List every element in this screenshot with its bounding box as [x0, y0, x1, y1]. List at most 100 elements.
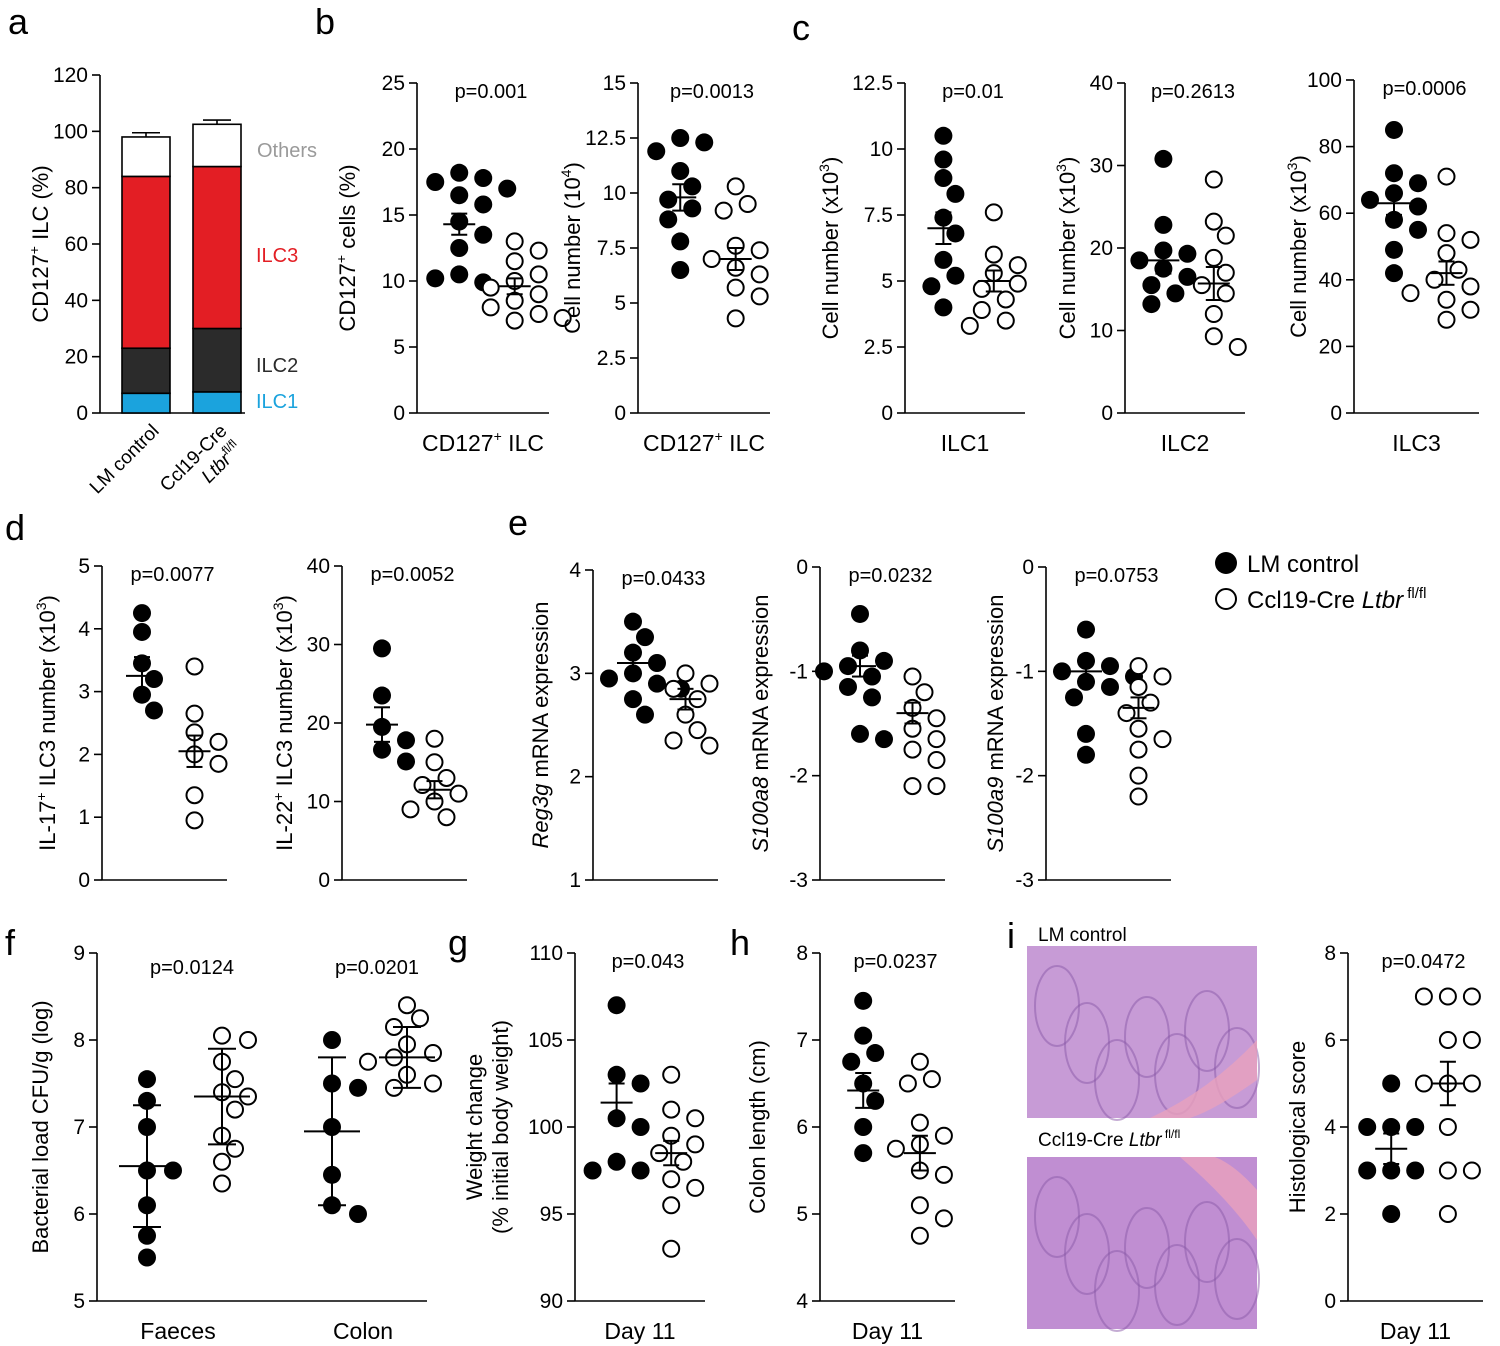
panel-f-ylabel: Bacterial load CFU/g (log) — [28, 1000, 53, 1253]
panel-e2-point-control — [851, 604, 869, 623]
panel-h: 4 5 6 7 8 Colon length (cm) Day 11 p=0.0237 — [745, 942, 955, 1344]
panel-a-bar-Others — [121, 136, 171, 178]
panel-e3-point-cko — [1153, 667, 1172, 686]
panel-c3-point-cko — [1461, 300, 1480, 319]
panel-f-point-cko — [213, 1174, 231, 1193]
panel-b-point-control — [450, 265, 469, 284]
panel-g-ylabel-2: (% initial body weight) — [488, 1020, 513, 1234]
panel-e3-point-control — [1077, 745, 1095, 764]
panel-c2-point-control — [1154, 149, 1173, 168]
panel-e2-point-cko — [927, 730, 946, 749]
panel-letter-d: d — [5, 507, 25, 548]
panel-d: 0 1 2 3 4 5 IL-17+ ILC3 number (x103) p=0.0077 — [33, 555, 228, 892]
panel-b2-point-control — [695, 133, 714, 152]
panel-g-point-cko — [686, 1109, 705, 1128]
panel-d-point-cko — [185, 786, 204, 805]
panel-letter-c: c — [792, 7, 810, 48]
legend-open-marker — [1215, 588, 1237, 610]
panel-c2-ytick-label: 20 — [1090, 237, 1113, 260]
panel-letter-a: a — [8, 1, 29, 42]
panel-e2-pvalue: p=0.0232 — [849, 565, 933, 587]
panel-i-point-control — [1358, 1161, 1377, 1180]
panel-b-ytick-label: 20 — [382, 138, 405, 161]
panel-h-point-cko — [910, 1226, 929, 1245]
panel-e-point-control — [648, 674, 666, 693]
panel-c3: 0 20 40 60 80 100 Cell number (x103) ILC3 p=0.00… — [1284, 69, 1480, 456]
panel-a-ytick-label: 120 — [53, 64, 88, 87]
panel-h-point-cko — [922, 1070, 941, 1089]
panel-a-bar-ILC2 — [192, 327, 242, 393]
panel-b-point-cko — [481, 278, 500, 297]
panel-a-label-ilc1: ILC1 — [256, 391, 298, 413]
panel-b-point-control — [450, 163, 469, 182]
panel-i-point-cko — [1414, 1074, 1433, 1093]
panel-i-point-control — [1382, 1118, 1401, 1136]
panel-g-pvalue: p=0.043 — [612, 951, 685, 973]
panel-e2-ytick-label: 0 — [796, 556, 808, 579]
histology-tissue — [1180, 1157, 1257, 1240]
panel-b2-ytick-label: 10 — [603, 182, 626, 205]
panel-g-point-cko — [662, 1196, 681, 1215]
panel-c-point-control — [934, 126, 953, 145]
panel-b2-ylabel: Cell number (104) — [558, 162, 585, 334]
panel-f-point-cko — [226, 1100, 244, 1119]
histology-texture — [1094, 1039, 1140, 1121]
panel-i-point-cko — [1414, 987, 1433, 1006]
panel-d2-ytick-label: 10 — [307, 791, 330, 814]
panel-e3-ytick-label: -2 — [1015, 765, 1034, 788]
panel-i-point-cko — [1462, 987, 1481, 1006]
panel-b2-point-control — [671, 261, 690, 279]
panel-c2: 0 10 20 30 40 Cell number (x103) ILC2 p=0.2613 — [1053, 72, 1247, 456]
panel-h-point-cko — [934, 1126, 953, 1145]
panel-g-ytick-label: 95 — [540, 1203, 563, 1226]
panel-c2-point-cko — [1204, 327, 1223, 346]
panel-c-point-control — [946, 266, 965, 285]
panel-f-point-cko — [359, 1052, 377, 1071]
panel-d2-point-cko — [449, 784, 468, 803]
panel-c-point-cko — [1008, 274, 1027, 293]
panel-f-category-label: Faeces — [140, 1318, 215, 1344]
panel-e-point-control — [636, 705, 654, 724]
panel-b2-point-cko — [714, 201, 733, 220]
histology-tissue — [1150, 1040, 1257, 1118]
panel-d2-point-control — [373, 740, 391, 759]
histology-texture — [1094, 1250, 1140, 1332]
panel-e2-point-cko — [927, 777, 946, 796]
panel-b2-point-control — [659, 210, 678, 229]
panel-g-point-control — [631, 1074, 650, 1093]
panel-b-point-control — [498, 179, 517, 198]
panel-d2-point-cko — [437, 808, 456, 827]
panel-g-ytick-label: 100 — [528, 1116, 563, 1139]
panel-c3-ytick-label: 20 — [1319, 335, 1342, 358]
panel-b-point-control — [474, 195, 493, 214]
panel-g-point-cko — [662, 1170, 681, 1189]
panel-c-point-control — [946, 184, 965, 203]
panel-b2-ytick-label: 7.5 — [597, 237, 626, 260]
panel-b2-point-control — [683, 177, 702, 196]
panel-c3-point-cko — [1401, 284, 1420, 303]
panel-i-point-control — [1406, 1161, 1425, 1180]
panel-b-xlabel: CD127+ ILC — [422, 428, 544, 456]
panel-d-ytick-label: 5 — [78, 555, 90, 578]
panel-g-ytick-label: 90 — [540, 1290, 563, 1313]
panel-letter-i: i — [1007, 915, 1015, 956]
panel-e3-point-control — [1077, 620, 1095, 639]
panel-d-point-control — [133, 604, 151, 623]
panel-e3-point-cko — [1141, 693, 1160, 712]
panel-f-point-control — [349, 1205, 367, 1223]
panel-b2-point-cko — [738, 195, 757, 213]
panel-h-pvalue: p=0.0237 — [854, 951, 938, 973]
panel-a-ytick-label: 100 — [53, 120, 88, 143]
panel-c2-point-control — [1130, 251, 1149, 270]
panel-f-point-control — [138, 1248, 156, 1267]
panel-e3-point-cko — [1129, 766, 1148, 785]
panel-e2-ytick-label: -2 — [789, 765, 808, 788]
panel-f: 5 6 7 8 9 Bacterial load CFU/g (log) Faeces p=0… — [28, 942, 442, 1344]
panel-b-point-cko — [505, 232, 524, 251]
panel-c3-point-cko — [1437, 224, 1456, 243]
panel-e-point-cko — [700, 674, 719, 693]
panel-d2-point-cko — [437, 768, 456, 787]
panel-d-point-cko — [209, 732, 228, 751]
panel-c3-point-control — [1409, 197, 1427, 216]
panel-c2-ytick-label: 10 — [1090, 320, 1113, 343]
